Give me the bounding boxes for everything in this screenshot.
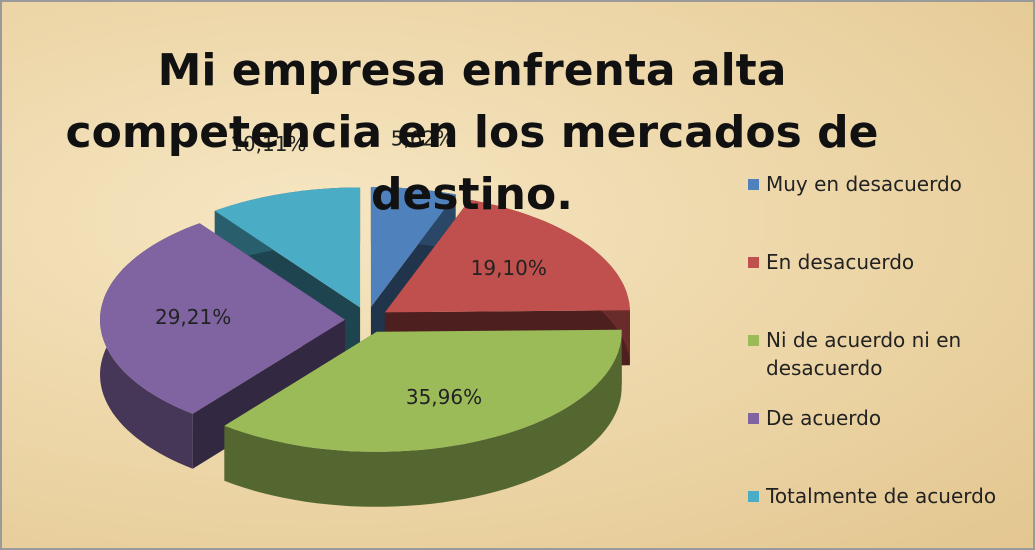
- slice: [370, 187, 456, 307]
- slice: [384, 199, 630, 313]
- slice: [214, 187, 361, 308]
- slice-side: [224, 329, 622, 507]
- data-label: 29,21%: [155, 305, 231, 329]
- legend-label: En desacuerdo: [766, 250, 915, 274]
- legend-swatch: [748, 257, 759, 268]
- slice: [224, 329, 622, 452]
- legend-item: En desacuerdo: [744, 248, 1033, 326]
- legend-item: Ni de acuerdo ni en desacuerdo: [744, 326, 1033, 404]
- legend-label: De acuerdo: [766, 406, 882, 430]
- legend-item: De acuerdo: [744, 404, 1033, 482]
- legend-item: Totalmente de acuerdo: [744, 482, 1033, 548]
- slice: [100, 223, 345, 414]
- legend: Muy en desacuerdo En desacuerdo Ni de acue…: [744, 170, 1033, 548]
- data-label: 19,10%: [471, 256, 547, 280]
- legend-swatch: [748, 413, 759, 424]
- legend-item: Muy en desacuerdo: [744, 170, 1033, 248]
- legend-swatch: [748, 491, 759, 502]
- chart-title: Mi empresa enfrenta alta competencia en …: [65, 45, 879, 220]
- legend-label: Ni de acuerdo ni en desacuerdo: [766, 328, 962, 380]
- legend-label: Totalmente de acuerdo: [766, 484, 997, 508]
- legend-swatch: [748, 179, 759, 190]
- data-label: 10,11%: [230, 132, 306, 156]
- legend-label: Muy en desacuerdo: [766, 172, 962, 196]
- data-label: 35,96%: [406, 385, 482, 409]
- data-label: 5,62%: [391, 127, 455, 151]
- legend-swatch: [748, 335, 759, 346]
